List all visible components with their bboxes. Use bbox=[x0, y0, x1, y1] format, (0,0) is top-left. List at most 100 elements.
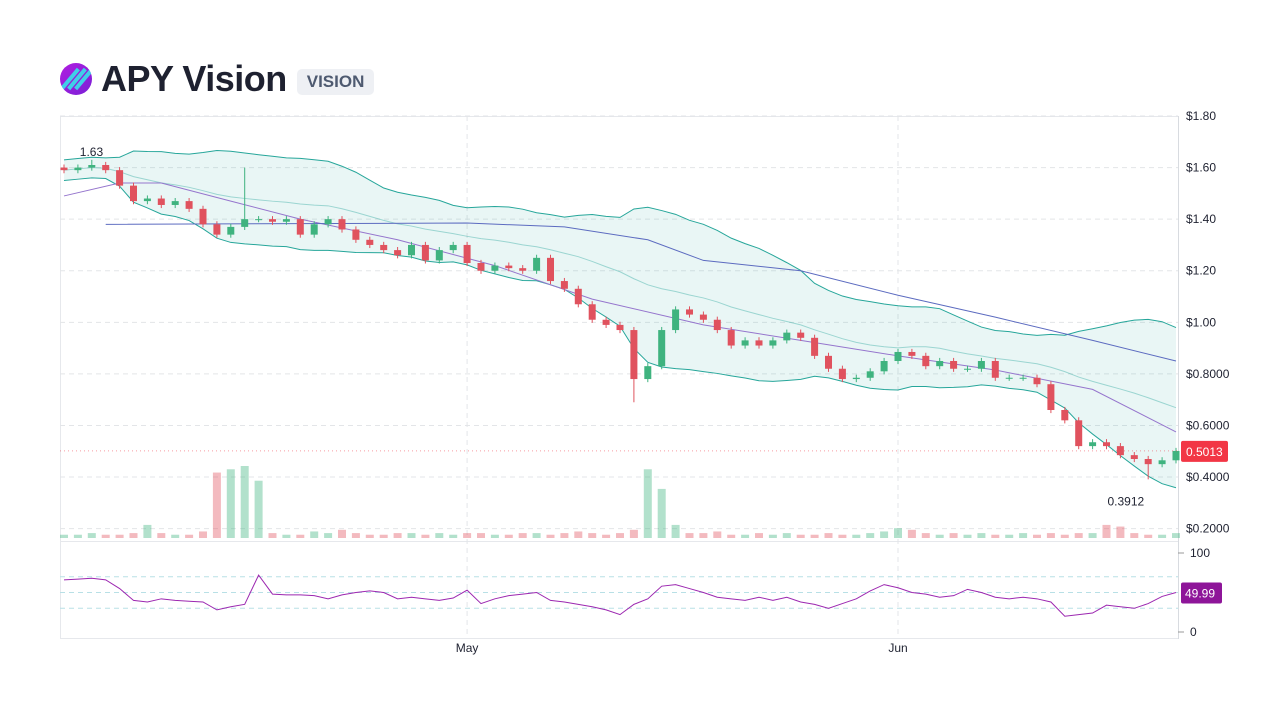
volume-bar bbox=[296, 534, 305, 538]
candle-body bbox=[324, 219, 332, 225]
price-tick-label: $0.2000 bbox=[1186, 522, 1230, 536]
candle-body bbox=[1103, 442, 1110, 447]
candle-body bbox=[1047, 384, 1055, 411]
candle-body bbox=[116, 170, 124, 186]
last-price-text: 0.5013 bbox=[1186, 445, 1223, 459]
candle-body bbox=[394, 250, 402, 256]
volume-bar bbox=[393, 533, 402, 538]
volume-bar bbox=[379, 534, 388, 538]
min-price-label: 0.3912 bbox=[1107, 494, 1144, 508]
volume-bar bbox=[963, 534, 972, 538]
volume-bar bbox=[171, 534, 180, 538]
candle-body bbox=[213, 224, 221, 235]
price-tick-label: $0.6000 bbox=[1186, 418, 1230, 432]
volume-bar bbox=[282, 534, 291, 538]
ma-long-line bbox=[105, 222, 1177, 362]
volume-bar bbox=[824, 533, 833, 538]
candle-body bbox=[1005, 377, 1013, 379]
candle-body bbox=[171, 201, 179, 205]
volume-bar bbox=[657, 488, 666, 538]
volume-bar bbox=[643, 469, 652, 538]
candle-body bbox=[269, 219, 276, 222]
candle-body bbox=[588, 304, 596, 320]
max-price-label: 1.63 bbox=[80, 145, 104, 159]
candle-body bbox=[825, 355, 832, 369]
volume-bar bbox=[866, 533, 875, 538]
volume-bar bbox=[935, 534, 944, 538]
candle-body bbox=[491, 265, 499, 271]
candle-body bbox=[88, 165, 96, 168]
volume-bar bbox=[338, 529, 346, 538]
volume-bar bbox=[157, 533, 166, 538]
volume-bar bbox=[449, 534, 458, 538]
candle-body bbox=[130, 185, 137, 202]
volume-bar bbox=[574, 531, 583, 538]
candle-body bbox=[964, 368, 971, 370]
price-tick-label: $1.80 bbox=[1186, 109, 1216, 123]
volume-bar bbox=[504, 534, 513, 538]
volume-bar bbox=[1130, 533, 1139, 538]
rsi-value-badge bbox=[1181, 582, 1222, 604]
volume-bar bbox=[1172, 533, 1180, 538]
volume-bar bbox=[463, 533, 472, 538]
candle-body bbox=[352, 229, 360, 240]
volume-bar bbox=[768, 534, 777, 538]
candle-body bbox=[894, 351, 902, 362]
volume-bar bbox=[1060, 534, 1069, 538]
volume-bar bbox=[727, 534, 736, 538]
volume-bar bbox=[185, 534, 194, 538]
volume-bar bbox=[713, 531, 722, 538]
volume-bar bbox=[1019, 533, 1028, 538]
candle-body bbox=[338, 219, 346, 230]
volume-bar bbox=[73, 534, 82, 538]
time-tick-label: May bbox=[456, 641, 479, 655]
candle-body bbox=[505, 265, 513, 269]
volume-bar bbox=[1088, 533, 1097, 538]
bollinger-middle bbox=[63, 167, 1177, 409]
candle-body bbox=[658, 330, 666, 367]
volume-bar bbox=[852, 534, 861, 538]
candle-body bbox=[977, 361, 985, 369]
candle-body bbox=[435, 250, 443, 261]
volume-bar bbox=[1046, 533, 1055, 538]
volume-bar bbox=[671, 524, 680, 538]
candle-body bbox=[519, 268, 527, 271]
page-title: APY Vision bbox=[101, 58, 287, 99]
candle-body bbox=[310, 224, 318, 235]
candle-body bbox=[866, 371, 874, 378]
volume-bar bbox=[60, 534, 68, 538]
volume-bar bbox=[240, 466, 249, 538]
candle-body bbox=[1089, 442, 1097, 447]
last-price-badge bbox=[1181, 440, 1228, 462]
rsi-tick-label: 100 bbox=[1190, 546, 1210, 560]
candle-body bbox=[185, 201, 193, 209]
candle-body bbox=[686, 309, 693, 315]
price-tick-label: $0.8000 bbox=[1186, 367, 1230, 381]
volume-bar bbox=[518, 533, 527, 538]
candle-body bbox=[727, 330, 735, 346]
candle-body bbox=[950, 361, 958, 369]
candle-body bbox=[838, 368, 846, 380]
candle-body bbox=[533, 257, 541, 271]
volume-bar bbox=[894, 528, 902, 538]
candle-body bbox=[74, 167, 82, 171]
candle-body bbox=[408, 244, 415, 256]
candle-body bbox=[908, 351, 916, 356]
volume-bar bbox=[949, 533, 958, 538]
volume-bar bbox=[977, 533, 986, 538]
volume-bar bbox=[477, 533, 485, 538]
volume-bar bbox=[1144, 534, 1153, 538]
candle-body bbox=[672, 309, 680, 331]
candle-body bbox=[227, 226, 235, 235]
bollinger-fill bbox=[64, 150, 1176, 488]
candle-body bbox=[366, 239, 374, 245]
candle-body bbox=[157, 198, 165, 205]
volume-bar bbox=[324, 533, 333, 538]
candle-body bbox=[1130, 455, 1138, 460]
volume-bar bbox=[588, 533, 597, 538]
candle-body bbox=[880, 361, 888, 372]
candle-body bbox=[1172, 450, 1180, 461]
volume-bar bbox=[1033, 534, 1041, 538]
candle-body bbox=[1061, 410, 1069, 421]
